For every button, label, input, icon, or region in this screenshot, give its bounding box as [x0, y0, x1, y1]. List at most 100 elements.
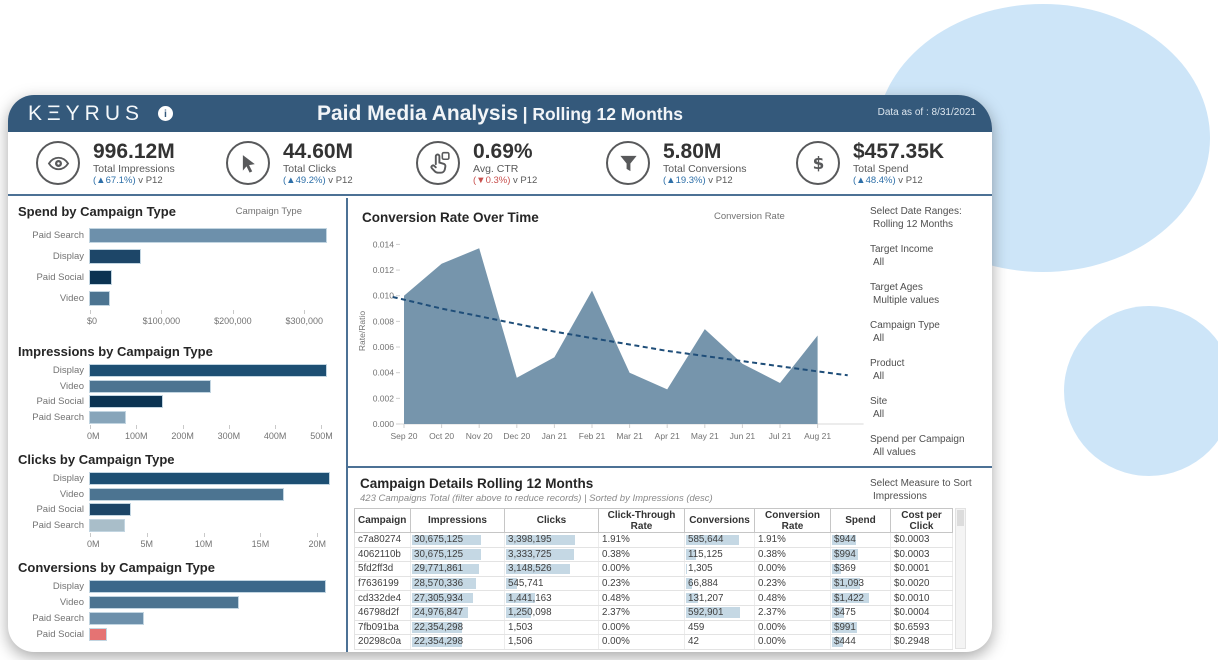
column-header-cost-per-click[interactable]: Cost per Click [890, 508, 953, 533]
bar-display[interactable] [90, 365, 327, 376]
bar-video[interactable] [90, 380, 211, 392]
sort-measure-label: Select Measure to Sort [870, 478, 972, 489]
cell-clicks: 3,148,526 [504, 561, 599, 577]
kpi-total-conversions: 5.80M Total Conversions (▲19.3%) v P12 [606, 140, 774, 186]
cell-cost-per-click: $0.2948 [890, 634, 953, 650]
cell-data-bar [832, 592, 869, 604]
bar-label: Video [59, 597, 84, 608]
info-icon[interactable]: i [158, 106, 173, 121]
axis-tick: 100M [125, 430, 148, 441]
filter-value[interactable]: All [873, 370, 885, 382]
kpi-value: $457.35K [853, 139, 945, 163]
sort-measure-value[interactable]: Impressions [873, 490, 927, 502]
conversion-rate-area-chart[interactable]: 0.000 0.002 0.004 0.006 0.008 0.010 0.012 0.014… [352, 228, 876, 467]
table-row[interactable]: c7a80274 30,675,125 3,398,195 1.91% 585,644 1… [354, 532, 953, 548]
column-header-clicks[interactable]: Clicks [504, 508, 599, 533]
column-header-impressions[interactable]: Impressions [410, 508, 505, 533]
filter-value[interactable]: All [873, 332, 885, 344]
filter-label: Target Ages [870, 282, 923, 293]
svg-text:Jul 21: Jul 21 [769, 431, 792, 441]
table-scrollbar[interactable] [955, 508, 966, 649]
cell-clicks: 1,441,163 [504, 590, 599, 606]
sort-measure-control[interactable]: Select Measure to Sort Impressions [870, 478, 972, 503]
kpi-text: $457.35K Total Spend (▲48.4%) v P12 [853, 140, 944, 186]
filter-value[interactable]: All values [873, 446, 916, 458]
cell-clicks: 545,741 [504, 576, 599, 592]
axis-tick: 300M [217, 430, 241, 441]
cell-impressions: 28,570,336 [410, 576, 505, 592]
svg-text:Feb 21: Feb 21 [579, 431, 606, 441]
bar-paid-search[interactable] [90, 411, 125, 423]
filter-target-income[interactable]: Target Income All [870, 244, 988, 269]
filter-value[interactable]: All [873, 256, 885, 268]
cell-spend: $991 [830, 620, 891, 636]
table-row[interactable]: 7fb091ba 22,354,298 1,503 0.00% 459 0.00% $991… [354, 620, 953, 636]
funnel-icon [606, 141, 650, 185]
column-header-spend[interactable]: Spend [830, 508, 891, 533]
area-chart-title: Conversion Rate Over Time [362, 210, 539, 225]
bar-paid-social[interactable] [90, 629, 106, 640]
table-row[interactable]: f7636199 28,570,336 545,741 0.23% 66,884 0.23… [354, 576, 953, 592]
axis-tick: 20M [308, 538, 327, 549]
bar-track [90, 613, 340, 624]
cell-data-bar [832, 563, 842, 575]
svg-text:Mar 21: Mar 21 [616, 431, 643, 441]
bar-display[interactable] [90, 581, 325, 592]
bar-paid-search[interactable] [90, 229, 326, 242]
table-row[interactable]: 5fd2ff3d 29,771,861 3,148,526 0.00% 1,305 0.0… [354, 561, 953, 577]
bar-paid-search[interactable] [90, 519, 125, 531]
axis-tick: $200,000 [214, 316, 252, 326]
cell-data-bar [686, 592, 698, 604]
filter-value[interactable]: Multiple values [873, 294, 940, 306]
table-row[interactable]: 4062110b 30,675,125 3,333,725 0.38% 115,125 0… [354, 547, 953, 563]
cell-cost-per-click: $0.0003 [890, 547, 953, 563]
axis-tick: $0 [87, 316, 98, 326]
filter-campaign-type[interactable]: Campaign Type All [870, 320, 988, 345]
bar-track [90, 519, 340, 531]
bar-label: Paid Search [32, 519, 84, 531]
column-header-campaign[interactable]: Campaign [354, 508, 411, 533]
bar-label: Display [52, 581, 84, 592]
table-row[interactable]: cd332de4 27,305,934 1,441,163 0.48% 131,207 0… [354, 590, 953, 606]
table-row[interactable]: 46798d2f 24,976,847 1,250,098 2.37% 592,901 2… [354, 605, 953, 621]
svg-text:Dec 20: Dec 20 [503, 431, 530, 441]
bar-display[interactable] [90, 250, 140, 263]
filter-value[interactable]: Rolling 12 Months [873, 218, 954, 230]
filter-value[interactable]: All [873, 408, 885, 420]
bar-video[interactable] [90, 488, 284, 500]
kpi-label: Total Spend [853, 163, 909, 176]
bar-paid-social[interactable] [90, 504, 130, 515]
table-row[interactable]: 20298c0a 22,354,298 1,506 0.00% 42 0.00% $444 $… [354, 634, 953, 650]
kpi-label: Total Impressions [93, 163, 175, 176]
filter-spend-per-campaign[interactable]: Spend per Campaign All values [870, 434, 988, 459]
cell-cost-per-click: $0.6593 [890, 620, 953, 636]
bar-paid-social[interactable] [90, 396, 162, 407]
bar-paid-social[interactable] [90, 271, 112, 284]
cell-campaign: 20298c0a [354, 634, 411, 650]
bar-paid-search[interactable] [90, 613, 144, 624]
cell-clicks: 1,250,098 [504, 605, 599, 621]
cell-clicks: 3,398,195 [504, 532, 599, 548]
column-header-conversion-rate[interactable]: Conversion Rate [754, 508, 831, 533]
cell-conversions: 1,305 [684, 561, 755, 577]
bar-display[interactable] [90, 473, 329, 484]
bar-video[interactable] [90, 597, 238, 608]
filter-target-ages[interactable]: Target Ages Multiple values [870, 282, 988, 307]
svg-text:0.014: 0.014 [373, 239, 395, 249]
cursor-icon [226, 141, 270, 185]
bar-video[interactable] [90, 292, 110, 305]
campaign-details-section: Campaign Details Rolling 12 Months 423 C… [348, 468, 992, 652]
filter-product[interactable]: Product All [870, 358, 988, 383]
cell-data-bar [412, 622, 463, 633]
cell-data-bar [412, 563, 479, 575]
cell-data-bar [412, 534, 481, 546]
cell-conversion-rate: 2.37% [754, 605, 831, 621]
filter-site[interactable]: Site All [870, 396, 988, 421]
column-header-click-through-rate[interactable]: Click-Through Rate [598, 508, 685, 533]
kpi-delta: (▲67.1%) v P12 [93, 175, 163, 187]
bar-label: Paid Search [32, 613, 84, 624]
column-header-conversions[interactable]: Conversions [684, 508, 755, 533]
filter-select-date-ranges[interactable]: Select Date Ranges: Rolling 12 Months [870, 206, 988, 231]
table-scrollbar-thumb[interactable] [957, 510, 964, 526]
area-chart-field-label: Conversion Rate [714, 211, 785, 222]
